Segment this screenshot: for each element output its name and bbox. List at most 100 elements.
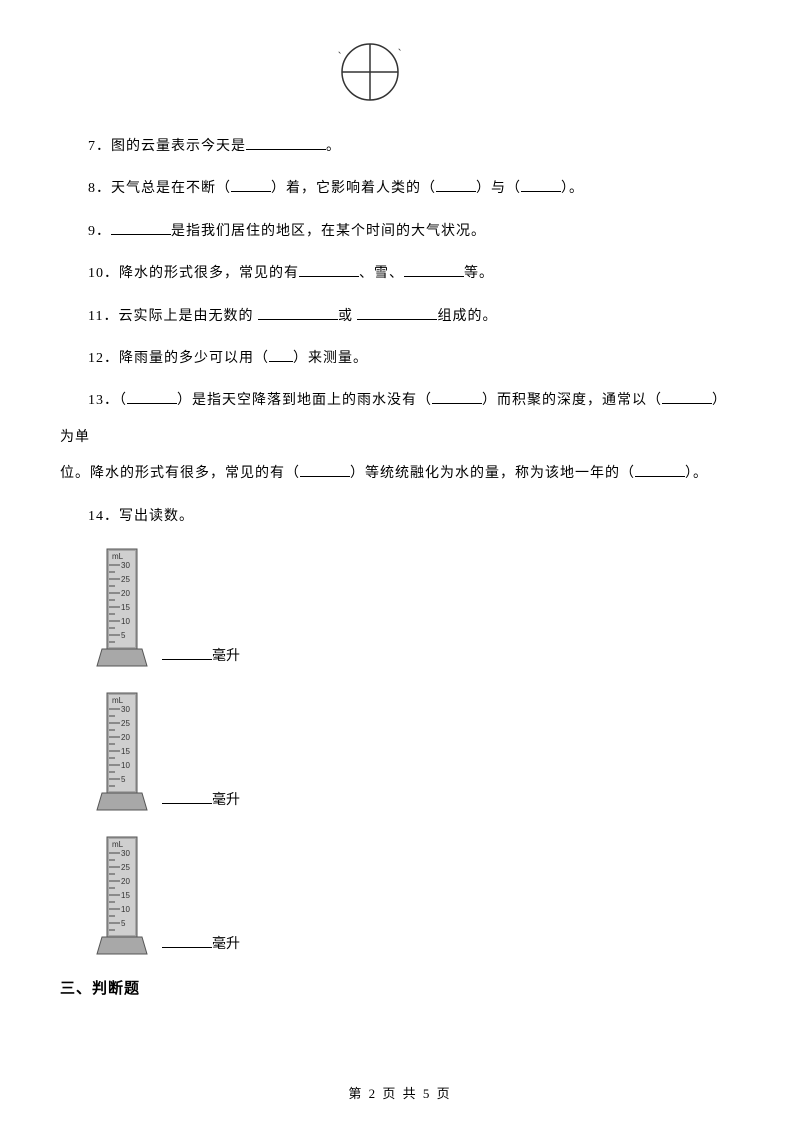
q8-pre: ．天气总是在不断（: [96, 181, 231, 196]
cylinder-reading-3: mL 30 25 20 15 10 5 毫升: [92, 829, 740, 959]
q12-post: ）来测量。: [293, 351, 368, 366]
q7-post: 。: [326, 139, 341, 154]
q8-num: 8: [88, 181, 96, 196]
q10-blank-1[interactable]: [299, 263, 359, 277]
tick-20: 20: [121, 877, 130, 886]
q9-num: 9: [88, 224, 96, 239]
q8-post: ）。: [561, 181, 584, 196]
q10-blank-2[interactable]: [404, 263, 464, 277]
q7-pre: ．图的云量表示今天是: [96, 139, 246, 154]
question-8: 8．天气总是在不断（ ）着，它影响着人类的（ ）与（ ）。: [60, 171, 740, 207]
q13-blank-3[interactable]: [662, 390, 712, 404]
q9-post: 是指我们居住的地区，在某个时间的大气状况。: [171, 224, 486, 239]
cylinder-unit: mL: [112, 840, 124, 849]
tick-5: 5: [121, 775, 126, 784]
q11-blank-2[interactable]: [357, 306, 437, 320]
tick-10: 10: [121, 761, 130, 770]
question-9: 9． 是指我们居住的地区，在某个时间的大气状况。: [60, 214, 740, 250]
cylinder-3-blank[interactable]: [162, 934, 212, 948]
section-3-title: 三、判断题: [60, 977, 740, 998]
q14-num: 14: [88, 509, 104, 524]
question-7: 7．图的云量表示今天是 。: [60, 129, 740, 165]
q13-t5: 位。降水的形式有很多，常见的有（: [60, 466, 300, 481]
cylinder-unit: mL: [112, 552, 124, 561]
tick-30: 30: [121, 849, 130, 858]
cylinder-icon: mL 30 25 20 15 10 5: [92, 541, 152, 671]
tick-30: 30: [121, 561, 130, 570]
q8-blank-3[interactable]: [521, 178, 561, 192]
q10-num: 10: [88, 266, 104, 281]
footer-mid: 页 共: [377, 1086, 423, 1101]
q7-num: 7: [88, 139, 96, 154]
cylinder-2-blank[interactable]: [162, 790, 212, 804]
q14-text: ．写出读数。: [104, 509, 194, 524]
q9-pre: ．: [96, 224, 111, 239]
tick-5: 5: [121, 919, 126, 928]
tick-30: 30: [121, 705, 130, 714]
cylinder-1-label: 毫升: [162, 645, 240, 671]
cylinder-icon: mL 30 25 20 15 10 5: [92, 685, 152, 815]
q13-t3: ）而积聚的深度，通常以（: [482, 393, 662, 408]
question-11: 11．云实际上是由无数的 或 组成的。: [60, 299, 740, 335]
question-13: 13．（）是指天空降落到地面上的雨水没有（）而积聚的深度，通常以（）为单 位。降…: [60, 383, 740, 492]
cylinder-reading-1: mL 30 25 20 15 10 5 毫升: [92, 541, 740, 671]
q12-blank[interactable]: [269, 348, 293, 362]
q11-mid1: 或: [338, 309, 358, 324]
q8-mid2: ）与（: [476, 181, 521, 196]
cylinder-3-label: 毫升: [162, 933, 240, 959]
q13-t6: ）等统统融化为水的量，称为该地一年的（: [350, 466, 635, 481]
q11-pre: ．云实际上是由无数的: [103, 309, 258, 324]
question-12: 12．降雨量的多少可以用（ ）来测量。: [60, 341, 740, 377]
q13-blank-2[interactable]: [432, 390, 482, 404]
tick-15: 15: [121, 747, 130, 756]
q13-blank-4[interactable]: [300, 463, 350, 477]
q11-num: 11: [88, 309, 103, 324]
page-footer: 第 2 页 共 5 页: [0, 1083, 800, 1102]
question-10: 10．降水的形式很多，常见的有 、雪、 等。: [60, 256, 740, 292]
tick-10: 10: [121, 905, 130, 914]
svg-text:、: 、: [338, 46, 346, 55]
tick-25: 25: [121, 863, 130, 872]
q13-num: 13: [88, 393, 104, 408]
q13-t2: ）是指天空降落到地面上的雨水没有（: [177, 393, 432, 408]
q10-mid1: 、雪、: [359, 266, 404, 281]
q8-blank-1[interactable]: [231, 178, 271, 192]
q12-num: 12: [88, 351, 104, 366]
q13-t1: ．（: [104, 393, 127, 408]
footer-pre: 第: [348, 1086, 368, 1101]
svg-text:、: 、: [398, 43, 406, 52]
question-14: 14．写出读数。: [60, 499, 740, 535]
cylinder-3-unit: 毫升: [212, 937, 240, 952]
footer-suf: 页: [431, 1086, 451, 1101]
circle-crosshair-icon: 、 、: [334, 40, 406, 104]
cylinder-2-unit: 毫升: [212, 793, 240, 808]
tick-20: 20: [121, 733, 130, 742]
q10-pre: ．降水的形式很多，常见的有: [104, 266, 299, 281]
q13-blank-5[interactable]: [635, 463, 685, 477]
q13-blank-1[interactable]: [127, 390, 177, 404]
tick-20: 20: [121, 589, 130, 598]
footer-page: 2: [369, 1086, 378, 1101]
q11-post: 组成的。: [437, 309, 497, 324]
cylinder-icon: mL 30 25 20 15 10 5: [92, 829, 152, 959]
cylinder-unit: mL: [112, 696, 124, 705]
q8-blank-2[interactable]: [436, 178, 476, 192]
q8-mid1: ）着，它影响着人类的（: [271, 181, 436, 196]
tick-15: 15: [121, 603, 130, 612]
tick-25: 25: [121, 719, 130, 728]
tick-5: 5: [121, 631, 126, 640]
cylinder-2-label: 毫升: [162, 789, 240, 815]
cloud-circle-figure: 、 、: [60, 40, 740, 109]
cylinder-1-unit: 毫升: [212, 649, 240, 664]
cylinder-1-blank[interactable]: [162, 646, 212, 660]
tick-15: 15: [121, 891, 130, 900]
cylinder-reading-2: mL 30 25 20 15 10 5 毫升: [92, 685, 740, 815]
q11-blank-1[interactable]: [258, 306, 338, 320]
tick-10: 10: [121, 617, 130, 626]
q9-blank[interactable]: [111, 221, 171, 235]
q10-post: 等。: [464, 266, 494, 281]
tick-25: 25: [121, 575, 130, 584]
q7-blank[interactable]: [246, 136, 326, 150]
q12-pre: ．降雨量的多少可以用（: [104, 351, 269, 366]
q13-t7: ）。: [685, 466, 708, 481]
